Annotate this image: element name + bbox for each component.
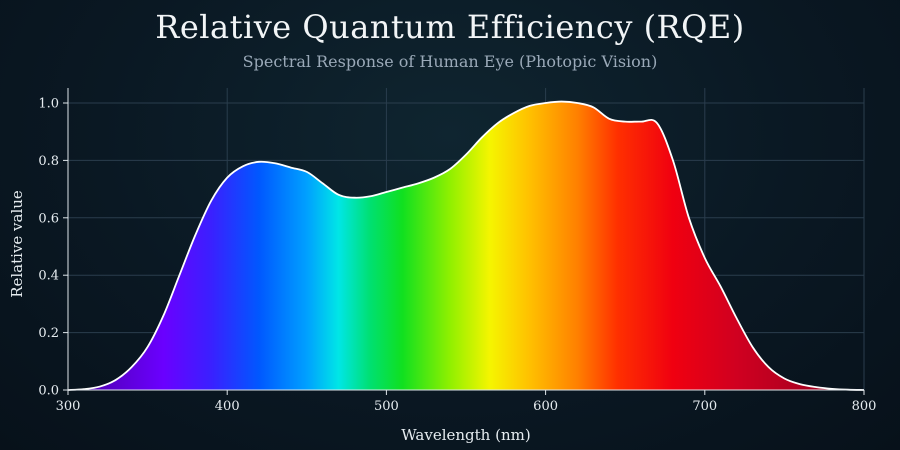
y-tick-label: 0.8 — [38, 154, 59, 169]
x-tick-label: 400 — [215, 399, 240, 414]
y-axis-label: Relative value — [8, 190, 26, 298]
x-tick-label: 700 — [692, 399, 717, 414]
area-layer — [67, 100, 865, 391]
x-tick-label: 500 — [374, 399, 399, 414]
y-tick-label: 1.0 — [38, 97, 59, 112]
y-tick-label: 0.2 — [38, 326, 59, 341]
y-tick-label: 0.4 — [38, 269, 59, 284]
x-tick-label: 300 — [56, 399, 81, 414]
spectrum-area-fill — [68, 101, 864, 390]
chart-subtitle: Spectral Response of Human Eye (Photopic… — [242, 52, 658, 71]
axes: 300 400 500 600 700 800 0.0 0.2 0.4 0.6 0.8 1.0 — [38, 88, 876, 414]
y-tick-label: 0.0 — [38, 384, 59, 399]
rqe-series-line — [67, 100, 865, 391]
y-tick-label: 0.6 — [38, 211, 59, 226]
x-tick-label: 600 — [533, 399, 558, 414]
x-axis-label: Wavelength (nm) — [401, 426, 530, 444]
chart-title: Relative Quantum Efficiency (RQE) — [155, 8, 745, 46]
x-tick-label: 800 — [852, 399, 877, 414]
